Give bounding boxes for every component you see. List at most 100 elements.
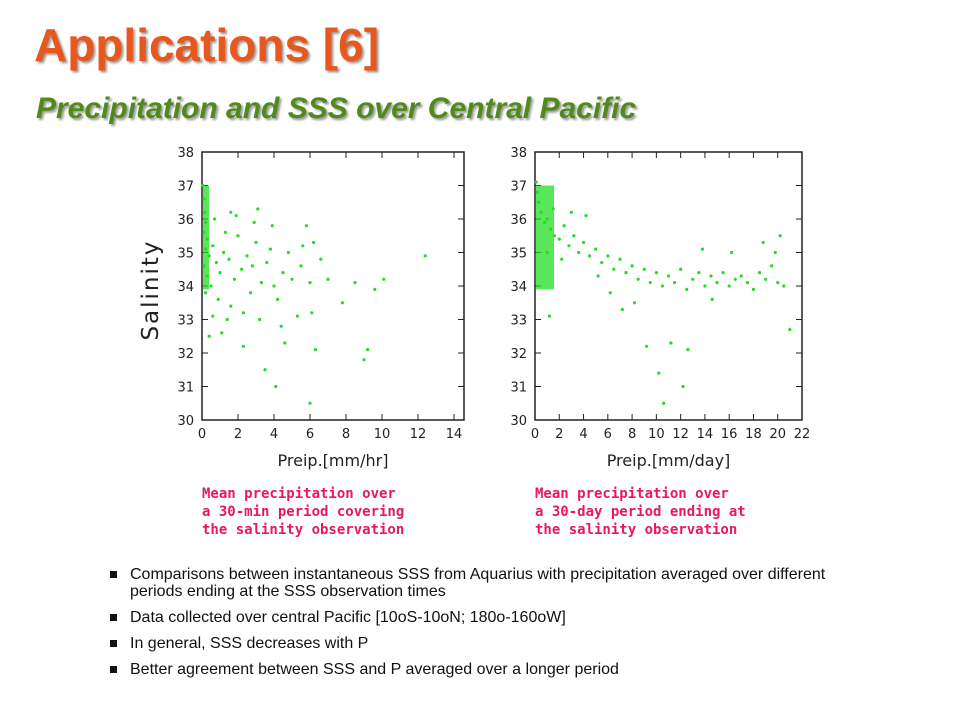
data-point xyxy=(216,297,220,301)
bullet-text: Comparisons between instantaneous SSS fr… xyxy=(130,566,826,600)
dense-point-cluster xyxy=(536,185,554,290)
data-point xyxy=(560,257,564,261)
x-tick-label: 0 xyxy=(198,427,206,442)
data-point xyxy=(778,234,782,238)
square-bullet-icon xyxy=(110,614,117,621)
data-point xyxy=(213,217,217,221)
data-point xyxy=(252,220,256,224)
y-tick-label: 38 xyxy=(177,146,194,161)
bullet-item: Data collected over central Pacific [10o… xyxy=(108,609,868,626)
x-tick-label: 6 xyxy=(604,427,612,442)
data-point xyxy=(218,271,222,275)
data-point xyxy=(268,247,272,251)
data-point xyxy=(624,271,628,275)
x-tick-label: 12 xyxy=(410,427,427,442)
data-point xyxy=(283,341,287,345)
data-point xyxy=(679,267,683,271)
x-tick-label: 6 xyxy=(306,427,314,442)
y-tick-label: 31 xyxy=(177,381,194,396)
data-point xyxy=(612,267,616,271)
data-point xyxy=(286,250,290,255)
data-point xyxy=(654,271,658,275)
data-point xyxy=(362,358,366,362)
data-point xyxy=(745,281,749,285)
data-point xyxy=(700,247,705,251)
data-point xyxy=(733,277,737,281)
data-point xyxy=(272,284,276,288)
bullet-item: In general, SSS decreases with P xyxy=(108,635,868,652)
y-tick-label: 30 xyxy=(510,414,527,429)
data-point xyxy=(588,254,592,258)
dense-point-cluster xyxy=(203,185,209,290)
data-point xyxy=(730,250,734,255)
data-point xyxy=(220,331,224,335)
data-point xyxy=(241,311,245,315)
data-point xyxy=(250,264,254,268)
data-point xyxy=(373,287,377,291)
data-point xyxy=(596,274,600,278)
y-tick-label: 38 xyxy=(510,146,527,161)
data-point xyxy=(256,207,260,211)
x-tick-label: 12 xyxy=(672,427,689,442)
data-point xyxy=(290,277,294,281)
data-point xyxy=(274,384,278,389)
page-subtitle: Precipitation and SSS over Central Pacif… xyxy=(36,92,637,125)
data-point xyxy=(209,284,213,288)
data-point xyxy=(727,284,731,288)
page-title: Applications [6] xyxy=(34,19,380,71)
y-tick-label: 36 xyxy=(510,213,527,228)
x-tick-label: 18 xyxy=(745,427,762,442)
data-point xyxy=(353,281,357,285)
x-tick-label: 2 xyxy=(555,427,563,442)
x-axis-label: Preip.[mm/hr] xyxy=(278,451,389,470)
data-point xyxy=(761,240,765,245)
data-point xyxy=(276,297,280,301)
data-point xyxy=(308,281,312,285)
data-point xyxy=(697,271,701,275)
data-point xyxy=(662,401,666,405)
data-point xyxy=(788,327,792,332)
x-tick-label: 8 xyxy=(342,427,350,442)
data-point xyxy=(620,307,624,312)
data-point xyxy=(310,311,314,315)
data-point xyxy=(608,291,612,295)
data-point xyxy=(319,257,323,261)
bullet-item: Better agreement between SSS and P avera… xyxy=(108,661,868,678)
data-point xyxy=(763,277,768,281)
data-point xyxy=(710,297,714,301)
data-point xyxy=(660,284,665,288)
bullet-text: Data collected over central Pacific [10o… xyxy=(130,609,566,626)
x-tick-label: 20 xyxy=(769,427,786,442)
data-point xyxy=(782,284,786,288)
data-point xyxy=(569,210,574,214)
x-tick-label: 0 xyxy=(531,427,539,442)
data-point xyxy=(326,277,330,281)
x-tick-label: 10 xyxy=(374,427,391,442)
chart-caption-line: the salinity observation xyxy=(202,522,404,538)
data-point xyxy=(557,237,561,241)
data-point xyxy=(594,247,598,251)
x-tick-label: 14 xyxy=(697,427,714,442)
y-tick-label: 35 xyxy=(177,247,194,262)
data-point xyxy=(572,234,576,238)
data-point xyxy=(232,277,236,281)
y-tick-label: 31 xyxy=(510,381,527,396)
data-point xyxy=(234,214,238,218)
data-point xyxy=(313,348,317,352)
y-tick-label: 30 xyxy=(177,414,194,429)
data-point xyxy=(312,240,316,245)
square-bullet-icon xyxy=(110,666,117,673)
data-point xyxy=(223,230,227,234)
data-point xyxy=(423,254,427,258)
data-point xyxy=(600,260,604,265)
square-bullet-icon xyxy=(110,640,117,647)
data-point xyxy=(265,260,269,265)
data-point xyxy=(721,271,725,275)
data-point xyxy=(534,180,538,184)
data-point xyxy=(630,264,634,268)
chart-caption-line: Mean precipitation over xyxy=(202,486,396,502)
data-point xyxy=(222,250,226,255)
data-point xyxy=(245,254,249,258)
y-tick-label: 32 xyxy=(177,347,194,362)
data-point xyxy=(281,271,285,275)
